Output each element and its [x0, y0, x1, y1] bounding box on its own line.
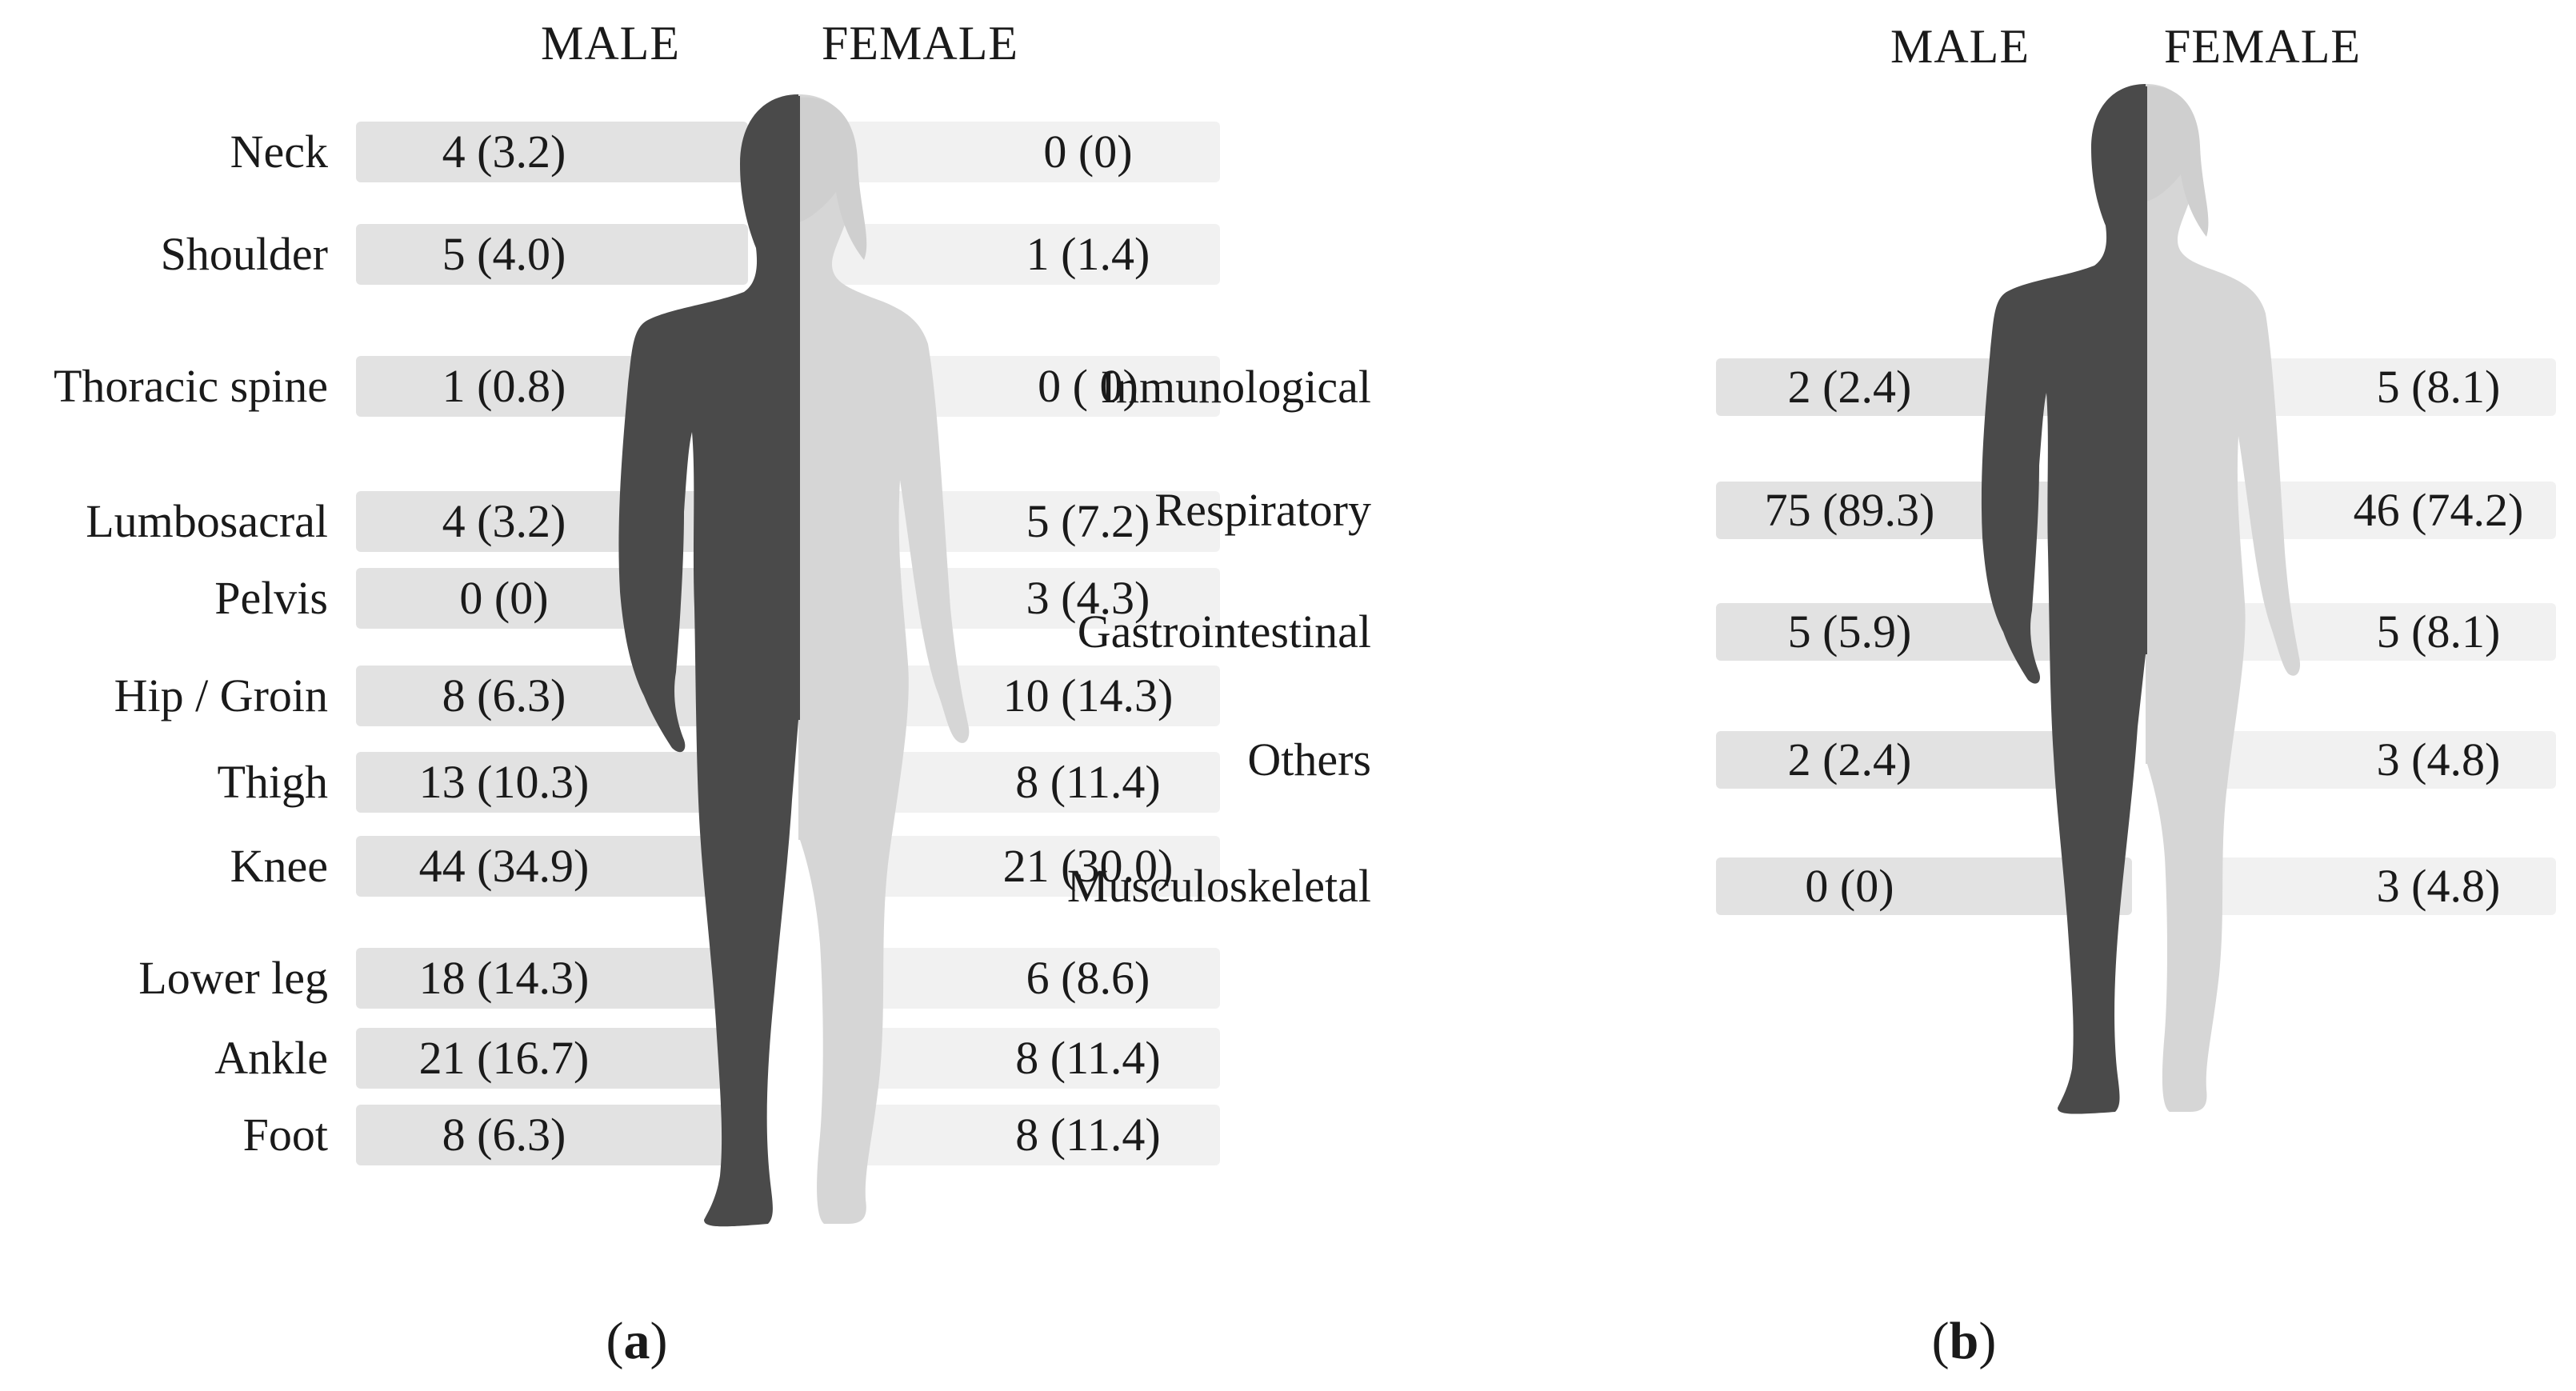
female-value-b-3: 3 (4.8) [2377, 733, 2501, 785]
male-bar-a-6 [356, 752, 748, 813]
female-hair-b [2146, 86, 2209, 237]
row-label-a-3: Lumbosacral [86, 495, 328, 547]
male-value-b-4: 0 (0) [1805, 860, 1894, 912]
caption-b: (b) [1932, 1312, 1997, 1370]
female-hair-a [798, 97, 867, 260]
row-label-b-4: Musculoskeletal [1067, 860, 1371, 912]
female-value-a-7: 21 (30.0) [1003, 840, 1174, 892]
header-male-b: MALE [1890, 20, 2030, 73]
female-value-b-0: 5 (8.1) [2377, 361, 2501, 413]
male-value-a-7: 44 (34.9) [419, 840, 590, 892]
male-value-a-6: 13 (10.3) [419, 756, 590, 808]
caption-letter-b: b [1950, 1312, 1979, 1370]
row-label-b-3: Others [1247, 733, 1371, 785]
panel-a: MALE FEMALE (a) Neck 4 (3.2) 0 (0) Shoulder… [54, 17, 1220, 1370]
female-value-b-4: 3 (4.8) [2377, 860, 2501, 912]
female-value-a-8: 6 (8.6) [1026, 952, 1150, 1004]
female-bar-a-1 [832, 224, 1220, 285]
female-silhouette-a [798, 94, 970, 1224]
male-bar-a-7 [356, 836, 748, 897]
male-value-a-4: 0 (0) [459, 572, 548, 624]
female-value-a-9: 8 (11.4) [1015, 1032, 1160, 1084]
female-bar-a-9 [832, 1028, 1220, 1089]
male-value-a-1: 5 (4.0) [442, 228, 566, 280]
male-value-a-8: 18 (14.3) [419, 952, 590, 1004]
female-silhouette-b [2146, 84, 2301, 1112]
female-value-a-3: 5 (7.2) [1026, 495, 1150, 547]
panel-b: MALE FEMALE (b) Inmunological 2 (2.4) 5 (8… [1067, 20, 2556, 1370]
female-value-b-1: 46 (74.2) [2354, 484, 2524, 536]
male-value-a-3: 4 (3.2) [442, 495, 566, 547]
female-bar-a-5 [832, 666, 1220, 726]
row-label-a-6: Thigh [217, 756, 328, 808]
row-label-a-9: Ankle [214, 1032, 328, 1084]
male-value-b-0: 2 (2.4) [1788, 361, 1912, 413]
silhouette-divider-b [2144, 86, 2147, 654]
header-male-a: MALE [541, 17, 680, 70]
male-silhouette-b [1981, 84, 2147, 1114]
male-bar-a-0 [356, 122, 748, 182]
row-label-a-10: Foot [243, 1109, 328, 1161]
male-silhouette-a [618, 94, 800, 1227]
female-value-a-0: 0 (0) [1043, 126, 1132, 178]
male-value-b-1: 75 (89.3) [1765, 484, 1935, 536]
female-bar-a-10 [832, 1105, 1220, 1165]
row-label-a-8: Lower leg [138, 952, 328, 1004]
female-body-b [2146, 84, 2301, 1112]
female-value-a-5: 10 (14.3) [1003, 670, 1174, 721]
row-label-a-5: Hip / Groin [114, 670, 328, 721]
female-bar-a-8 [832, 948, 1220, 1009]
male-bar-a-8 [356, 948, 748, 1009]
rows-a: Neck 4 (3.2) 0 (0) Shoulder 5 (4.0) 1 (1.4) Th… [54, 126, 1173, 1161]
caption-a: (a) [606, 1312, 668, 1370]
male-bar-a-4 [356, 568, 748, 629]
row-label-a-0: Neck [230, 126, 328, 178]
female-value-a-4: 3 (4.3) [1026, 572, 1150, 624]
row-label-a-2: Thoracic spine [54, 360, 328, 412]
row-label-b-2: Gastrointestinal [1078, 606, 1371, 658]
male-value-a-0: 4 (3.2) [442, 126, 566, 178]
row-label-b-1: Respiratory [1154, 484, 1371, 536]
female-bar-b-3 [2176, 731, 2556, 789]
female-bar-a-6 [832, 752, 1220, 813]
male-value-b-2: 5 (5.9) [1788, 606, 1912, 658]
header-female-a: FEMALE [822, 17, 1018, 70]
male-value-a-9: 21 (16.7) [419, 1032, 590, 1084]
row-label-a-7: Knee [230, 840, 328, 892]
female-value-a-1: 1 (1.4) [1026, 228, 1150, 280]
female-value-a-2: 0 ( 0) [1038, 360, 1138, 412]
male-value-a-10: 8 (6.3) [442, 1109, 566, 1161]
male-bar-b-3 [1716, 731, 2132, 789]
female-value-a-10: 8 (11.4) [1015, 1109, 1160, 1161]
male-bar-b-4 [1716, 857, 2132, 915]
row-label-a-1: Shoulder [161, 228, 328, 280]
male-body-b [1981, 84, 2146, 1114]
male-bar-a-1 [356, 224, 748, 285]
female-value-b-2: 5 (8.1) [2377, 606, 2501, 658]
female-value-a-6: 8 (11.4) [1015, 756, 1160, 808]
male-body-a [618, 94, 798, 1227]
female-body-a [798, 94, 970, 1224]
male-value-b-3: 2 (2.4) [1788, 733, 1912, 785]
silhouette-divider-a [797, 96, 800, 720]
row-label-a-4: Pelvis [214, 572, 328, 624]
female-bar-a-7 [832, 836, 1220, 897]
row-label-b-0: Inmunological [1101, 361, 1371, 413]
caption-letter-a: a [624, 1312, 650, 1370]
female-bar-a-0 [832, 122, 1220, 182]
female-bar-b-4 [2176, 857, 2556, 915]
male-bar-a-9 [356, 1028, 748, 1089]
rows-b: Inmunological 2 (2.4) 5 (8.1) Respiratory 75… [1067, 361, 2523, 912]
male-bar-a-10 [356, 1105, 748, 1165]
male-value-a-5: 8 (6.3) [442, 670, 566, 721]
header-female-b: FEMALE [2164, 20, 2361, 73]
male-value-a-2: 1 (0.8) [442, 360, 566, 412]
